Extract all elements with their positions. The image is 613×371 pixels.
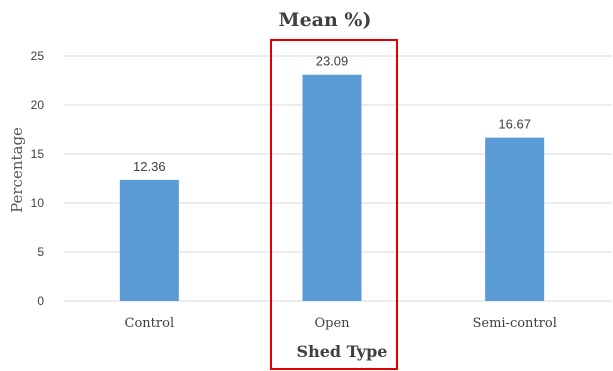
- data-label: 12.36: [133, 159, 166, 174]
- x-tick-label: Open: [314, 316, 350, 331]
- x-axis-ticks: Control Open Semi-control: [125, 316, 557, 331]
- chart-title: Mean %): [279, 9, 372, 31]
- x-axis-label: Shed Type: [297, 342, 388, 361]
- bars: [119, 74, 545, 301]
- value-labels: 12.36 23.09 16.67: [133, 54, 531, 174]
- open-highlight-box: [270, 39, 398, 370]
- x-tick-label: Semi-control: [472, 316, 556, 331]
- bar-control: [119, 179, 179, 301]
- y-axis-ticks: 0 5 10 15 20 25: [31, 49, 45, 308]
- y-tick-label: 0: [37, 294, 44, 308]
- y-axis-label: Percentage: [8, 127, 26, 213]
- y-tick-label: 20: [31, 98, 45, 112]
- bar-open: [302, 74, 362, 301]
- x-tick-label: Control: [125, 316, 175, 331]
- y-tick-label: 25: [31, 49, 45, 63]
- y-tick-label: 10: [31, 196, 45, 210]
- y-tick-label: 15: [31, 147, 45, 161]
- data-label: 16.67: [498, 117, 531, 132]
- data-label: 23.09: [316, 54, 349, 69]
- bar-semi-control: [485, 137, 545, 301]
- y-tick-label: 5: [37, 245, 44, 259]
